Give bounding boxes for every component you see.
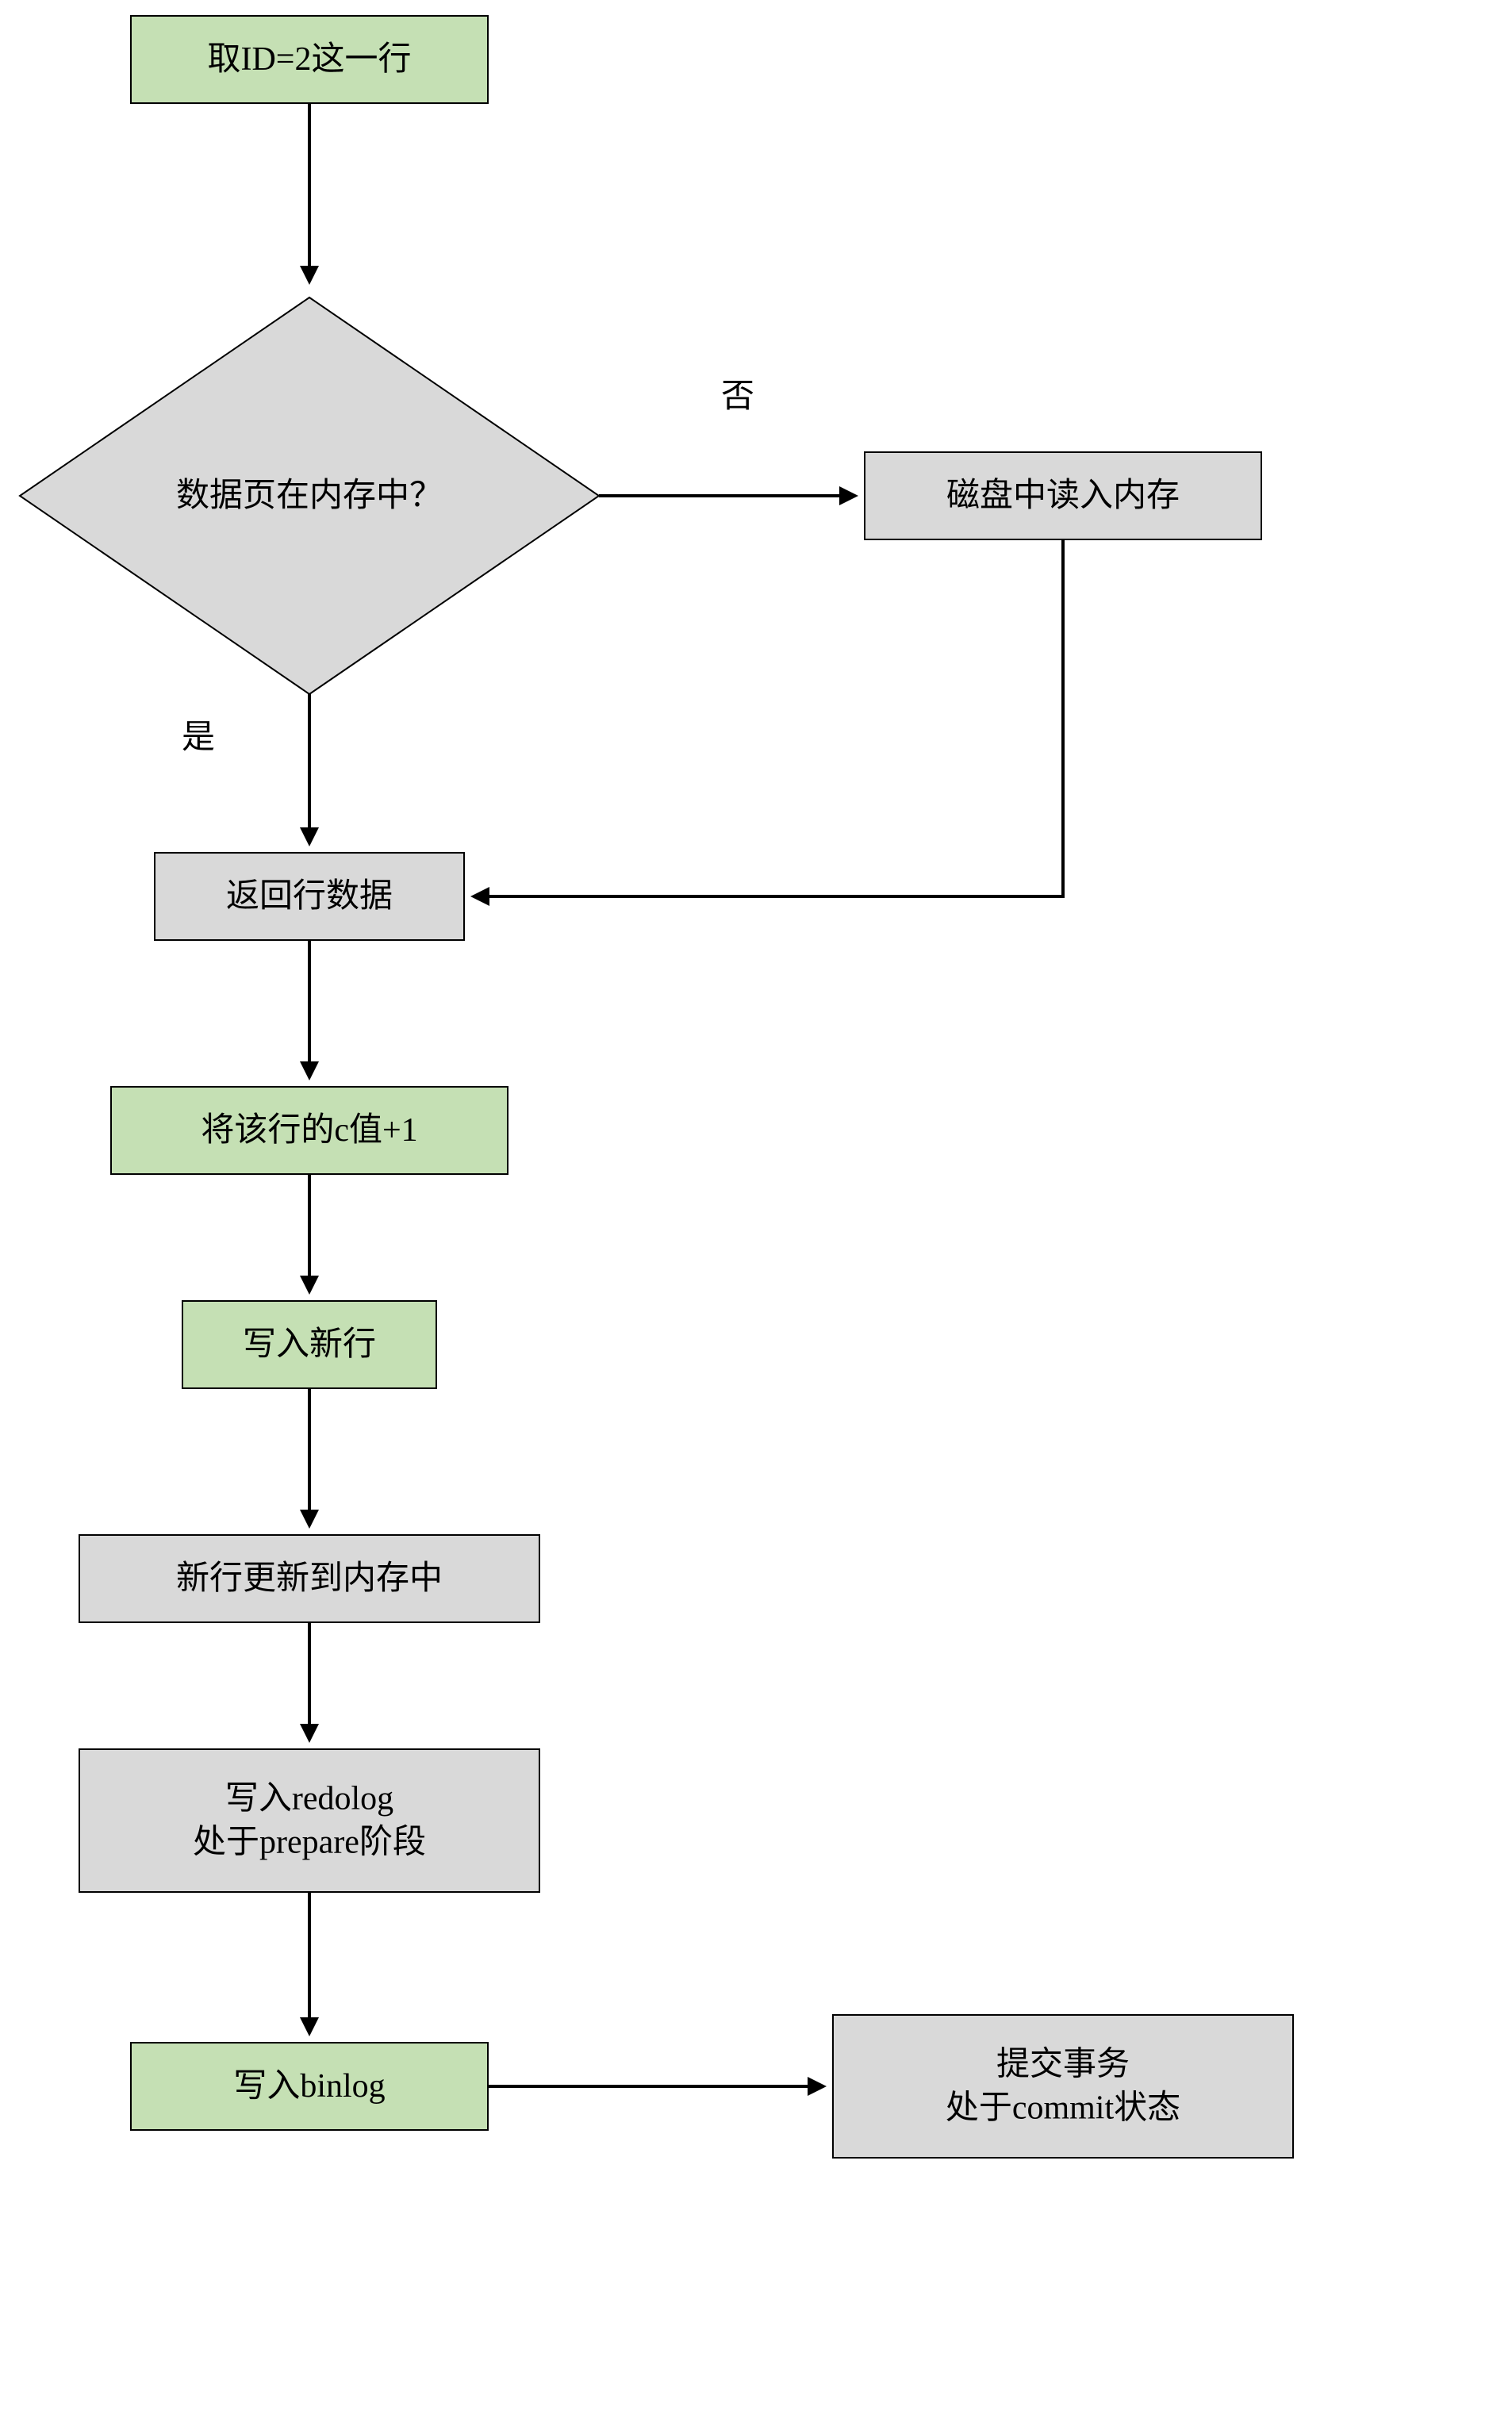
node-rect-n8: [79, 1749, 539, 1892]
edge-n3-n4: [474, 539, 1063, 896]
node-label-n9: 写入binlog: [233, 2068, 385, 2105]
node-label-n1: 取ID=2这一行: [207, 40, 411, 78]
node-label-n7: 新行更新到内存中: [176, 1560, 443, 1597]
node-n4: 返回行数据: [155, 853, 464, 940]
node-n2: 数据页在内存中？: [20, 297, 599, 694]
edge-label-n2-n4: 是: [182, 720, 215, 756]
node-n1: 取ID=2这一行: [131, 16, 488, 103]
node-label-n5: 将该行的c值+1: [201, 1112, 417, 1149]
node-label-n6: 写入新行: [243, 1326, 376, 1363]
node-n3: 磁盘中读入内存: [865, 452, 1261, 539]
node-label-n2: 数据页在内存中？: [176, 478, 443, 514]
node-rect-n10: [833, 2015, 1293, 2158]
node-label-n4: 返回行数据: [226, 878, 393, 915]
edge-label-n2-n3: 否: [721, 378, 754, 415]
node-n9: 写入binlog: [131, 2043, 488, 2130]
node-n10: 提交事务处于commit状态: [833, 2015, 1293, 2158]
node-label-n10-line0: 提交事务: [996, 2046, 1130, 2083]
node-n7: 新行更新到内存中: [79, 1535, 539, 1622]
flowchart-canvas: 取ID=2这一行数据页在内存中？ 磁盘中读入内存返回行数据将该行的c值+1 写入新行…: [0, 0, 1512, 2410]
node-n6: 写入新行: [182, 1301, 436, 1388]
node-label-n8-line0: 写入redolog: [225, 1781, 393, 1817]
node-n8: 写入redolog 处于prepare阶段: [79, 1749, 539, 1892]
node-n5: 将该行的c值+1: [111, 1087, 508, 1174]
nodes-layer: 取ID=2这一行数据页在内存中？ 磁盘中读入内存返回行数据将该行的c值+1 写入新行…: [20, 16, 1293, 2158]
node-label-n10-line1: 处于commit状态: [946, 2090, 1180, 2126]
node-label-n8-line1: 处于prepare阶段: [193, 1824, 426, 1860]
node-label-n3: 磁盘中读入内存: [946, 477, 1180, 514]
